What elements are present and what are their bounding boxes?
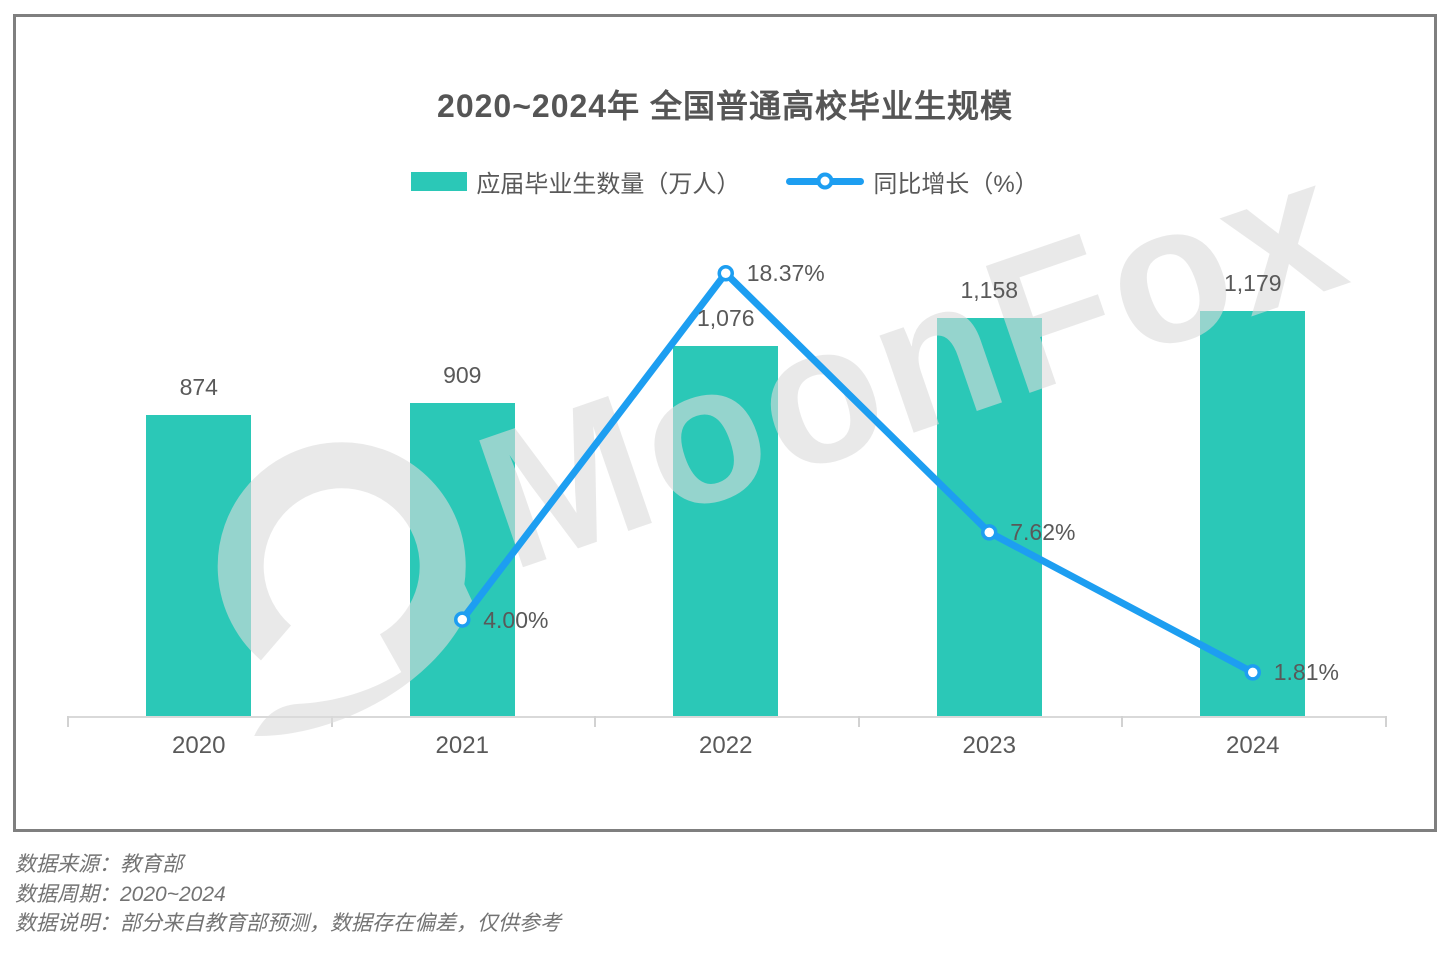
bar-value-label-2024: 1,179 [1223,269,1282,296]
bar-value-label-2023: 1,158 [960,276,1019,303]
bar-2021 [409,403,515,716]
bar-series-swatch-icon [411,171,468,191]
bar-2020 [146,415,252,716]
legend-label-growth: 同比增长（%） [873,170,1039,198]
chart-title: 2020~2024年 全国普通高校毕业生规模 [437,88,1013,124]
growth-point-2022 [717,265,734,282]
legend-label-graduates: 应届毕业生数量（万人） [476,170,741,198]
x-axis-tick [857,716,860,727]
x-axis-tick [330,716,333,727]
bar-2022 [673,345,779,716]
x-axis-label-2020: 2020 [172,732,226,759]
plot-area: MoonFox 874 2020 909 2021 1,076 2022 1,158 2023… [16,17,1434,829]
legend-item-graduates: 应届毕业生数量（万人） [411,164,740,199]
x-axis-label-2021: 2021 [435,732,489,759]
bar-2023 [936,317,1042,716]
footer-data-period: 数据周期：2020~2024 [15,882,226,906]
chart-frame: 2020~2024年 全国普通高校毕业生规模 应届毕业生数量（万人） 同比增长（… [13,14,1437,832]
x-axis-label-2022: 2022 [699,732,753,759]
line-series-marker-icon [786,172,865,190]
line-marker-dot-icon [816,172,834,190]
x-axis-line [67,716,1385,718]
growth-label-2021: 4.00% [483,606,549,633]
x-axis-tick [594,716,596,727]
footer-data-source: 数据来源：教育部 [15,853,183,876]
bar-value-label-2020: 874 [179,374,218,401]
footer-notes: 数据来源：教育部 数据周期：2020~2024 数据说明：部分来自教育部预测，数… [15,850,561,939]
x-axis-tick [67,716,69,727]
x-axis-label-2024: 2024 [1226,732,1280,759]
legend-item-growth: 同比增长（%） [786,164,1039,199]
legend: 应届毕业生数量（万人） 同比增长（%） [16,164,1434,199]
growth-line [458,269,1257,676]
bar-value-label-2021: 909 [443,362,482,389]
bar-2024 [1200,310,1306,716]
growth-label-2023: 7.62% [1010,519,1076,546]
x-axis-tick [1121,716,1123,727]
x-axis-label-2023: 2023 [962,732,1016,759]
footer-data-note: 数据说明：部分来自教育部预测，数据存在偏差，仅供参考 [15,912,561,935]
growth-label-2022: 18.37% [746,260,825,287]
growth-label-2024: 1.81% [1273,659,1339,686]
bar-value-label-2022: 1,076 [696,304,755,331]
x-axis-tick [1384,716,1387,727]
